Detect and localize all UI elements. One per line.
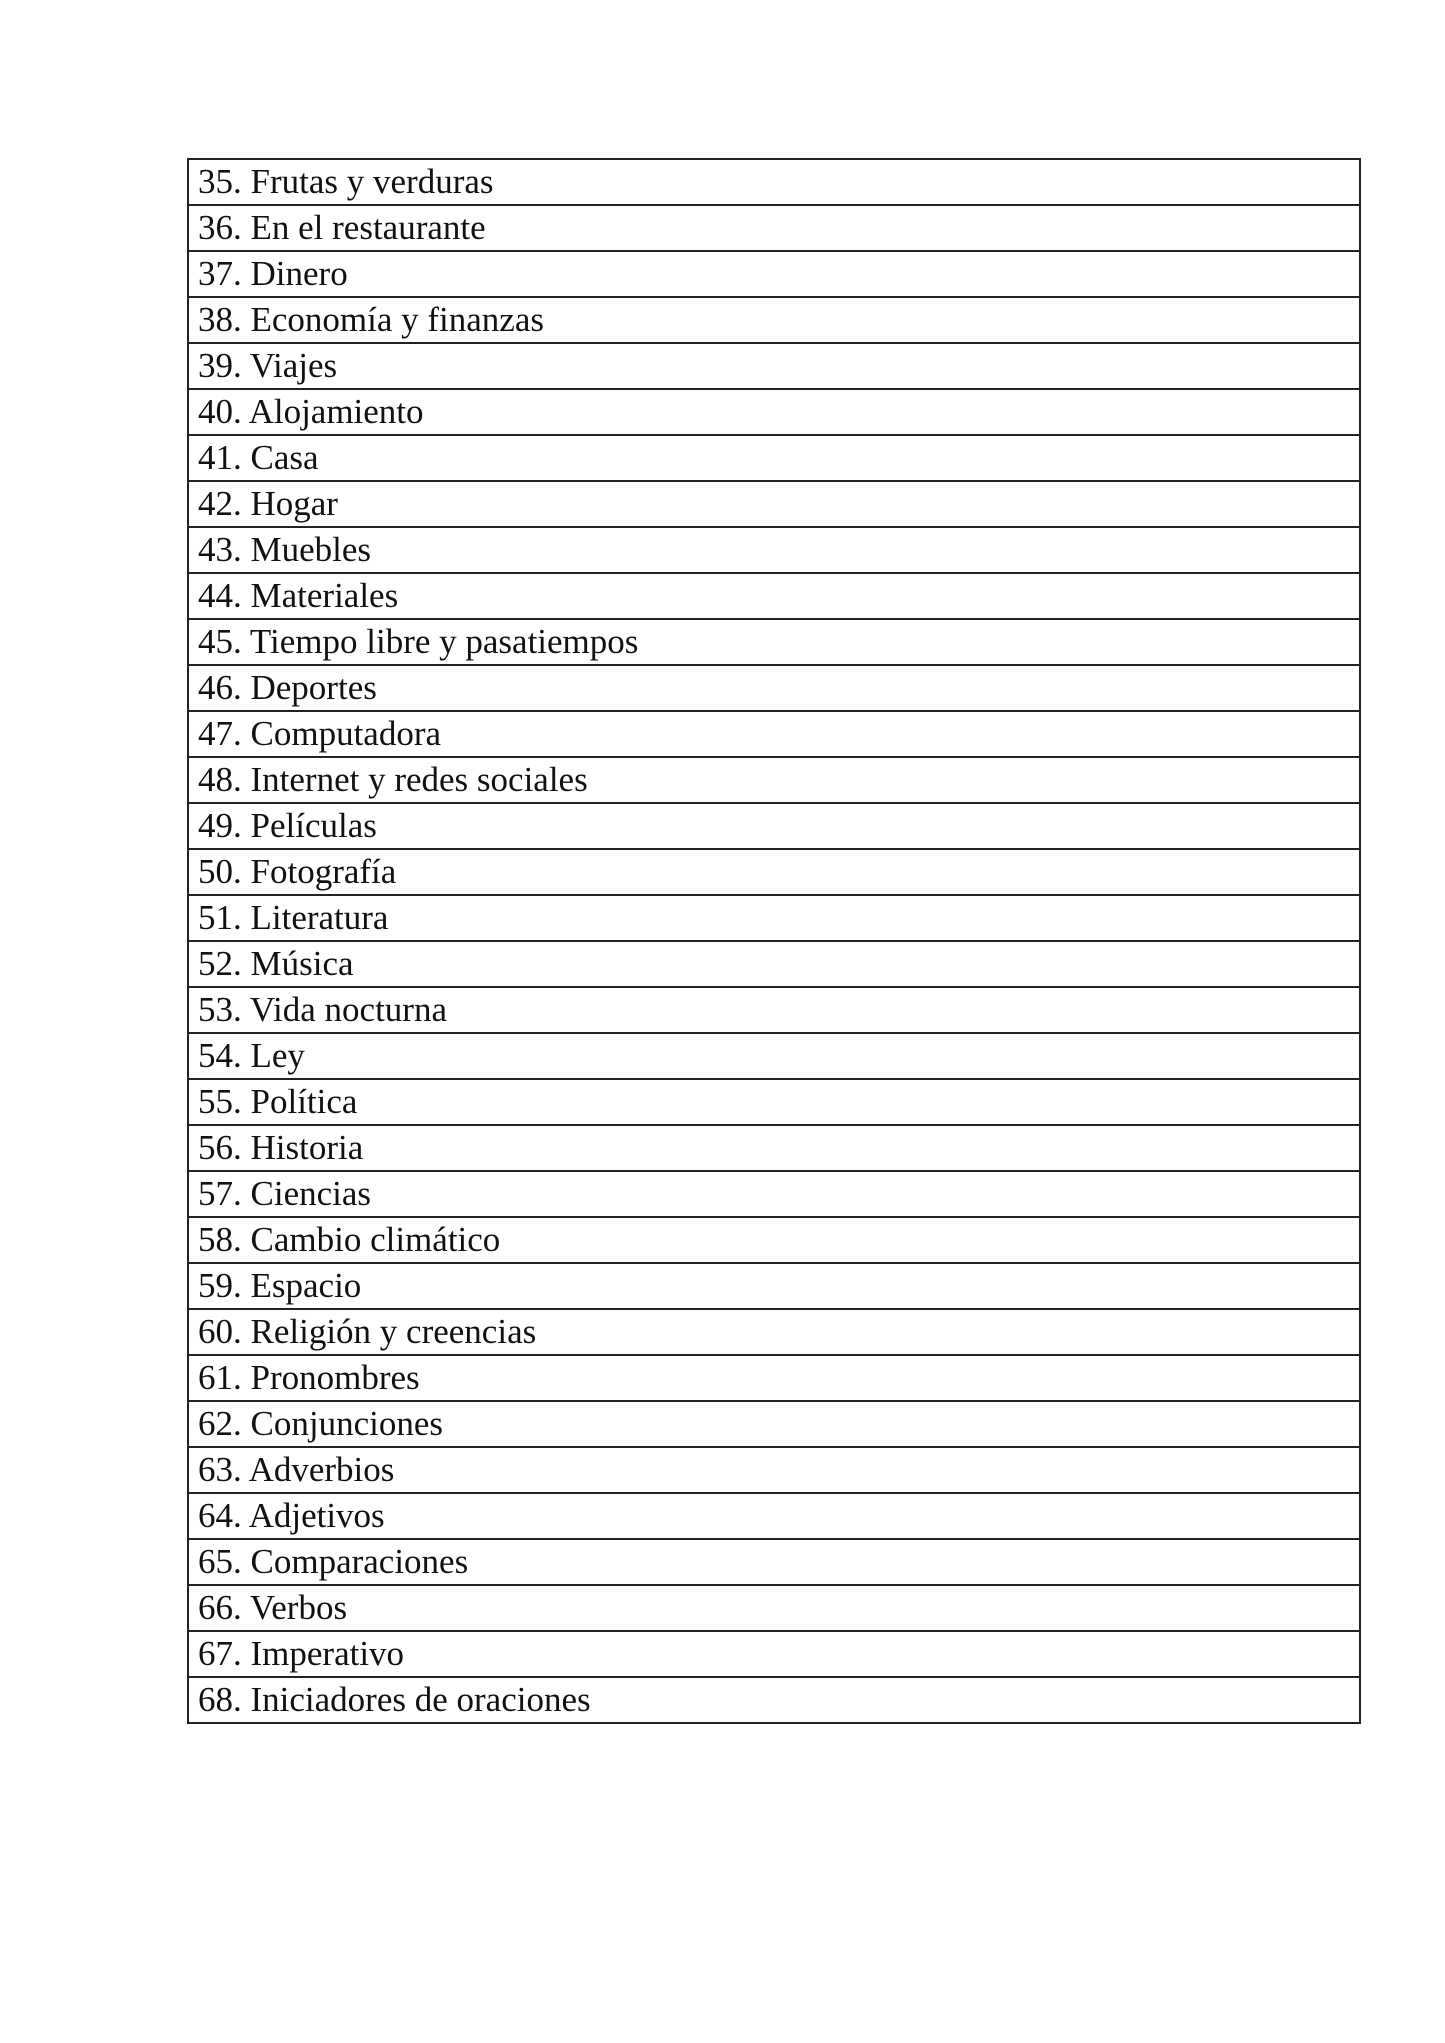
topic-cell: 54. Ley: [187, 1032, 1361, 1080]
topic-cell: 67. Imperativo: [187, 1630, 1361, 1678]
topic-cell: 68. Iniciadores de oraciones: [187, 1676, 1361, 1724]
table-row: 58. Cambio climático: [187, 1216, 1361, 1264]
topic-cell: 41. Casa: [187, 434, 1361, 482]
table-row: 68. Iniciadores de oraciones: [187, 1676, 1361, 1724]
table-row: 55. Política: [187, 1078, 1361, 1126]
table-row: 52. Música: [187, 940, 1361, 988]
topic-cell: 39. Viajes: [187, 342, 1361, 390]
topic-cell: 63. Adverbios: [187, 1446, 1361, 1494]
topic-cell: 37. Dinero: [187, 250, 1361, 298]
topic-cell: 48. Internet y redes sociales: [187, 756, 1361, 804]
table-row: 54. Ley: [187, 1032, 1361, 1080]
topic-cell: 45. Tiempo libre y pasatiempos: [187, 618, 1361, 666]
topic-cell: 60. Religión y creencias: [187, 1308, 1361, 1356]
topic-cell: 47. Computadora: [187, 710, 1361, 758]
table-row: 61. Pronombres: [187, 1354, 1361, 1402]
topic-cell: 46. Deportes: [187, 664, 1361, 712]
topic-cell: 43. Muebles: [187, 526, 1361, 574]
table-row: 63. Adverbios: [187, 1446, 1361, 1494]
topic-cell: 59. Espacio: [187, 1262, 1361, 1310]
topic-cell: 51. Literatura: [187, 894, 1361, 942]
topic-cell: 36. En el restaurante: [187, 204, 1361, 252]
topic-cell: 50. Fotografía: [187, 848, 1361, 896]
table-row: 67. Imperativo: [187, 1630, 1361, 1678]
topic-cell: 62. Conjunciones: [187, 1400, 1361, 1448]
table-row: 39. Viajes: [187, 342, 1361, 390]
table-row: 42. Hogar: [187, 480, 1361, 528]
topic-cell: 42. Hogar: [187, 480, 1361, 528]
table-row: 59. Espacio: [187, 1262, 1361, 1310]
topic-cell: 52. Música: [187, 940, 1361, 988]
table-row: 66. Verbos: [187, 1584, 1361, 1632]
topic-cell: 61. Pronombres: [187, 1354, 1361, 1402]
table-row: 48. Internet y redes sociales: [187, 756, 1361, 804]
table-row: 37. Dinero: [187, 250, 1361, 298]
table-row: 47. Computadora: [187, 710, 1361, 758]
table-row: 49. Películas: [187, 802, 1361, 850]
topic-cell: 40. Alojamiento: [187, 388, 1361, 436]
table-row: 40. Alojamiento: [187, 388, 1361, 436]
topic-cell: 66. Verbos: [187, 1584, 1361, 1632]
table-row: 38. Economía y finanzas: [187, 296, 1361, 344]
table-row: 56. Historia: [187, 1124, 1361, 1172]
table-row: 60. Religión y creencias: [187, 1308, 1361, 1356]
table-row: 35. Frutas y verduras: [187, 158, 1361, 206]
topic-cell: 58. Cambio climático: [187, 1216, 1361, 1264]
topic-cell: 64. Adjetivos: [187, 1492, 1361, 1540]
topics-table: 35. Frutas y verduras 36. En el restauran…: [187, 158, 1361, 1724]
topic-cell: 65. Comparaciones: [187, 1538, 1361, 1586]
table-row: 64. Adjetivos: [187, 1492, 1361, 1540]
table-row: 51. Literatura: [187, 894, 1361, 942]
topic-cell: 35. Frutas y verduras: [187, 158, 1361, 206]
table-row: 50. Fotografía: [187, 848, 1361, 896]
topic-cell: 56. Historia: [187, 1124, 1361, 1172]
table-row: 65. Comparaciones: [187, 1538, 1361, 1586]
topic-cell: 55. Política: [187, 1078, 1361, 1126]
table-row: 62. Conjunciones: [187, 1400, 1361, 1448]
table-row: 43. Muebles: [187, 526, 1361, 574]
table-row: 45. Tiempo libre y pasatiempos: [187, 618, 1361, 666]
table-row: 57. Ciencias: [187, 1170, 1361, 1218]
topic-cell: 38. Economía y finanzas: [187, 296, 1361, 344]
topic-cell: 53. Vida nocturna: [187, 986, 1361, 1034]
topic-cell: 49. Películas: [187, 802, 1361, 850]
table-row: 46. Deportes: [187, 664, 1361, 712]
table-row: 36. En el restaurante: [187, 204, 1361, 252]
table-row: 53. Vida nocturna: [187, 986, 1361, 1034]
topic-cell: 44. Materiales: [187, 572, 1361, 620]
table-row: 41. Casa: [187, 434, 1361, 482]
table-row: 44. Materiales: [187, 572, 1361, 620]
topic-cell: 57. Ciencias: [187, 1170, 1361, 1218]
